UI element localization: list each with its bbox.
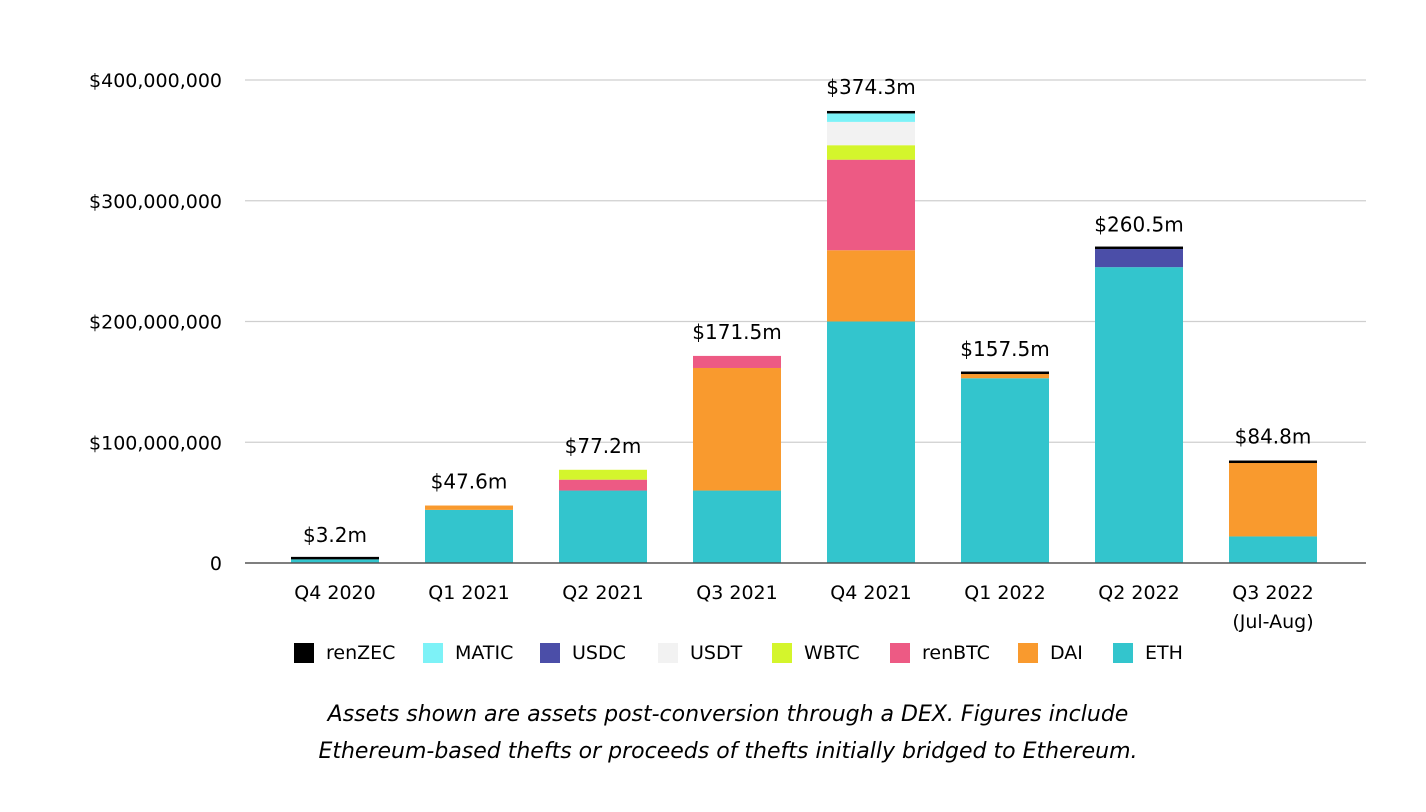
y-tick-label: $200,000,000 bbox=[89, 312, 222, 334]
x-tick-label: Q1 2021 bbox=[428, 582, 509, 604]
bar-total-label: $47.6m bbox=[431, 470, 508, 494]
legend-label: USDC bbox=[572, 642, 626, 664]
x-tick-label: Q2 2022 bbox=[1098, 582, 1179, 604]
legend-label: renZEC bbox=[326, 642, 396, 664]
bar-segment-dai bbox=[1229, 463, 1317, 537]
x-tick-label: Q2 2021 bbox=[562, 582, 643, 604]
bar-total-label: $77.2m bbox=[565, 434, 642, 458]
legend-swatch bbox=[772, 643, 792, 663]
bar-segment-wbtc bbox=[559, 469, 647, 480]
bar-segment-eth bbox=[559, 490, 647, 563]
bar-segment-eth bbox=[291, 559, 379, 563]
bar-segment-renbtc bbox=[827, 159, 915, 251]
bar-segment-renbtc bbox=[559, 479, 647, 491]
bar-segment-renzec bbox=[1229, 460, 1317, 464]
bar-total-label: $3.2m bbox=[303, 523, 367, 547]
legend-item-eth: ETH bbox=[1113, 638, 1183, 668]
legend-label: WBTC bbox=[804, 642, 860, 664]
bar-segment-eth bbox=[827, 321, 915, 563]
x-tick-label: Q3 2022 bbox=[1232, 582, 1313, 604]
bar-segment-eth bbox=[425, 509, 513, 563]
y-tick-label: $400,000,000 bbox=[89, 70, 222, 92]
bar-segment-eth bbox=[961, 378, 1049, 563]
bar-segment-wbtc bbox=[827, 145, 915, 160]
legend-swatch bbox=[540, 643, 560, 663]
y-tick-label: $300,000,000 bbox=[89, 191, 222, 213]
legend-label: DAI bbox=[1050, 642, 1083, 664]
legend-item-usdt: USDT bbox=[658, 638, 742, 668]
bar-segment-renbtc bbox=[693, 355, 781, 368]
bar-segment-usdt bbox=[827, 121, 915, 146]
legend-swatch bbox=[1018, 643, 1038, 663]
bar-segment-renzec bbox=[1095, 246, 1183, 250]
stacked-bar-chart: 0 $100,000,000 $200,000,000 $300,000,000 $40… bbox=[89, 70, 1366, 633]
legend-item-matic: MATIC bbox=[423, 638, 513, 668]
caption-line-1: Assets shown are assets post-conversion … bbox=[327, 702, 1129, 727]
bar-segment-dai bbox=[961, 374, 1049, 379]
legend-item-renzec: renZEC bbox=[294, 638, 395, 668]
x-tick-label: Q1 2022 bbox=[964, 582, 1045, 604]
bar-segment-renzec bbox=[827, 110, 915, 114]
bar-total-label: $84.8m bbox=[1235, 425, 1312, 449]
caption-line-2: Ethereum-based thefts or proceeds of the… bbox=[318, 739, 1138, 764]
legend-label: USDT bbox=[690, 642, 743, 664]
y-tick-label: 0 bbox=[210, 553, 222, 575]
bar-segment-dai bbox=[693, 367, 781, 491]
bar-segment-eth bbox=[693, 490, 781, 563]
legend-item-dai: DAI bbox=[1018, 638, 1083, 668]
legend-swatch bbox=[890, 643, 910, 663]
legend-swatch bbox=[423, 643, 443, 663]
bar-total-label: $260.5m bbox=[1094, 212, 1183, 236]
bar-total-label: $157.5m bbox=[960, 337, 1049, 361]
legend-item-usdc: USDC bbox=[540, 638, 626, 668]
legend-label: ETH bbox=[1145, 642, 1183, 664]
x-tick-label: (Jul-Aug) bbox=[1232, 611, 1313, 633]
bar-segment-eth bbox=[1095, 267, 1183, 563]
legend-swatch bbox=[294, 643, 314, 663]
legend-swatch bbox=[658, 643, 678, 663]
bar-segment-dai bbox=[827, 250, 915, 322]
chart-legend: renZEC MATIC USDC USDT WBTC renBTC DAI ETH bbox=[0, 638, 1426, 668]
legend-label: renBTC bbox=[922, 642, 990, 664]
bar-segment-usdc bbox=[1095, 249, 1183, 268]
legend-swatch bbox=[1113, 643, 1133, 663]
bar-segment-dai bbox=[425, 505, 513, 510]
x-tick-label: Q4 2021 bbox=[830, 582, 911, 604]
legend-item-wbtc: WBTC bbox=[772, 638, 860, 668]
bar-total-label: $374.3m bbox=[826, 75, 915, 99]
y-tick-label: $100,000,000 bbox=[89, 432, 222, 454]
chart-caption: Assets shown are assets post-conversion … bbox=[0, 696, 1426, 770]
x-tick-label: Q4 2020 bbox=[294, 582, 375, 604]
x-tick-label: Q3 2021 bbox=[696, 582, 777, 604]
bar-segment-renzec bbox=[291, 556, 379, 560]
bar-segment-matic bbox=[827, 113, 915, 122]
legend-item-renbtc: renBTC bbox=[890, 638, 990, 668]
legend-label: MATIC bbox=[455, 642, 514, 664]
bar-segment-eth bbox=[1229, 536, 1317, 563]
bar-segment-renzec bbox=[961, 371, 1049, 375]
bar-total-label: $171.5m bbox=[692, 320, 781, 344]
